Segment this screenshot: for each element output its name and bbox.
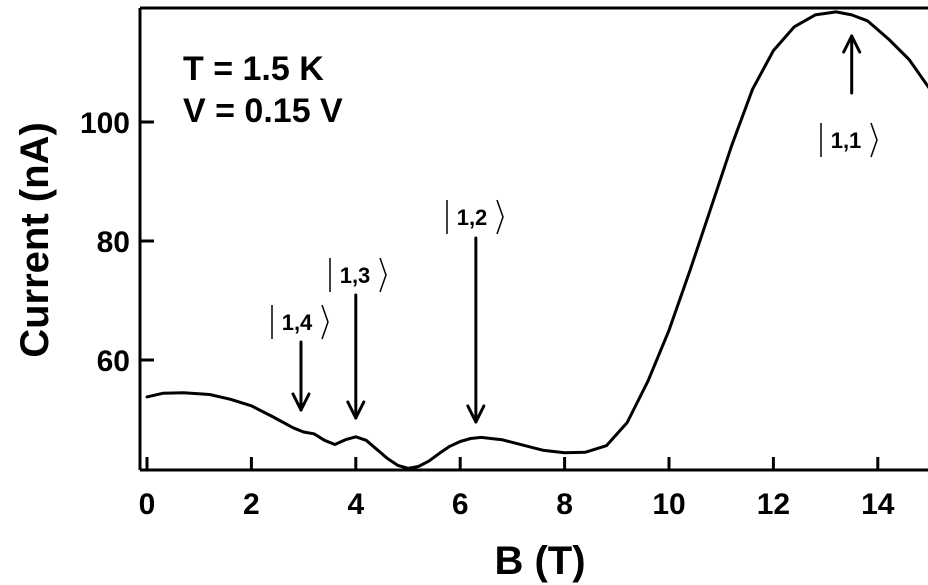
temperature-annotation: T = 1.5 K <box>183 50 324 88</box>
state-label: 1,4 <box>282 310 313 335</box>
y-ticks: 60 80 100 <box>80 107 154 378</box>
arrow-head <box>291 392 311 412</box>
y-axis-title: Current (nA) <box>13 122 57 358</box>
x-axis-title: B (T) <box>494 539 585 583</box>
x-tick-label: 2 <box>243 488 260 521</box>
y-tick-label: 100 <box>80 107 130 140</box>
x-tick-label: 4 <box>347 488 364 521</box>
current-curve <box>145 10 928 470</box>
arrow-head <box>346 400 366 420</box>
arrow-head <box>466 404 486 424</box>
x-tick-label: 10 <box>652 488 685 521</box>
ket-angle <box>379 257 387 293</box>
state-label: 1,2 <box>457 205 488 230</box>
x-tick-label: 14 <box>861 488 895 521</box>
arrow-head <box>842 34 862 54</box>
x-tick-label: 8 <box>556 488 573 521</box>
state-marker: 1,1 <box>820 34 878 158</box>
y-tick-label: 60 <box>97 345 130 378</box>
state-marker: 1,4 <box>271 304 329 412</box>
ket-angle <box>870 122 878 158</box>
state-label: 1,3 <box>340 263 371 288</box>
state-label: 1,1 <box>831 128 862 153</box>
voltage-annotation: V = 0.15 V <box>183 92 343 130</box>
ket-angle <box>496 199 504 235</box>
x-tick-label: 6 <box>452 488 469 521</box>
ket-angle <box>321 304 329 340</box>
x-ticks: 0 2 4 6 8 10 12 14 <box>139 457 895 521</box>
state-marker: 1,3 <box>329 257 387 420</box>
x-tick-label: 12 <box>757 488 790 521</box>
x-tick-label: 0 <box>139 488 156 521</box>
y-tick-label: 80 <box>97 226 130 259</box>
state-markers: 1,4 1,3 1,2 1,1 <box>271 34 878 424</box>
state-marker: 1,2 <box>446 199 504 424</box>
